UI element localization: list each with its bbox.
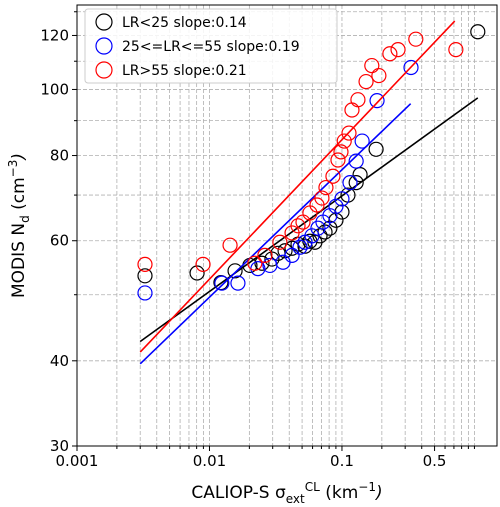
legend-marker — [95, 13, 113, 31]
data-point — [382, 46, 398, 62]
legend-marker — [95, 37, 113, 55]
data-point — [227, 263, 243, 279]
data-point — [368, 141, 384, 157]
legend-label: LR>55 slope:0.21 — [122, 63, 247, 79]
data-point — [314, 190, 330, 206]
data-point — [333, 144, 349, 160]
data-point — [330, 152, 346, 168]
data-point — [195, 256, 211, 272]
data-point — [222, 237, 238, 253]
data-point — [272, 234, 288, 250]
data-point — [350, 92, 366, 108]
x-tick-label: 0.001 — [56, 452, 99, 470]
data-point — [344, 102, 360, 118]
y-axis-label-part: MODIS N — [9, 223, 29, 298]
x-axis-label-part: −1 — [358, 480, 376, 494]
data-point — [247, 255, 263, 271]
legend-label: 25<=LR<=55 slope:0.19 — [122, 39, 300, 55]
data-point — [348, 175, 364, 191]
data-point — [230, 275, 246, 291]
data-point — [264, 251, 280, 267]
data-point — [371, 67, 387, 84]
data-point — [358, 73, 374, 90]
y-axis-label: MODIS Nd (cm−3) — [6, 153, 32, 298]
data-point — [295, 214, 311, 230]
data-point — [342, 175, 358, 191]
data-point — [364, 57, 380, 74]
data-point — [292, 239, 308, 255]
data-point — [325, 168, 341, 184]
fit-line — [139, 20, 456, 353]
data-point — [137, 268, 153, 284]
data-point — [348, 153, 364, 169]
x-axis-label-part: (km — [320, 483, 358, 503]
fit-line — [139, 103, 412, 365]
data-point — [257, 247, 273, 264]
data-point — [341, 125, 357, 141]
legend-box — [84, 8, 338, 84]
y-axis-label-part: d — [18, 215, 32, 223]
data-point — [334, 191, 350, 207]
data-point — [390, 42, 406, 58]
data-point — [334, 204, 350, 220]
x-axis-label-part: ext — [286, 492, 305, 506]
data-point — [448, 42, 464, 58]
x-tick-label: 0.1 — [330, 452, 354, 470]
y-tick-label: 40 — [50, 352, 69, 370]
legend-marker — [95, 61, 113, 79]
y-axis-label-part: ) — [9, 153, 29, 162]
x-axis-label: CALIOP-S σextCL (km−1) — [191, 480, 382, 506]
data-point — [403, 59, 419, 76]
plot-frame — [76, 4, 498, 447]
data-point — [290, 218, 306, 234]
y-axis-label-part: −3 — [6, 160, 20, 178]
data-point — [354, 133, 370, 149]
y-axis-label-part: (cm — [9, 177, 29, 215]
data-point — [189, 265, 205, 281]
data-point — [137, 285, 153, 301]
y-tick-label: 120 — [40, 26, 69, 44]
data-point — [470, 24, 486, 40]
y-tick-label: 60 — [50, 232, 69, 250]
data-point — [304, 228, 320, 244]
data-point — [302, 205, 318, 221]
data-point — [336, 133, 352, 149]
y-tick-label: 30 — [50, 437, 69, 455]
x-axis-label-part: CL — [305, 480, 320, 494]
legend: LR<25 slope:0.14 25<=LR<=55 slope:0.19 LR>… — [84, 8, 338, 84]
legend-label: LR<25 slope:0.14 — [122, 15, 247, 31]
y-tick-label: 100 — [40, 80, 69, 98]
x-axis-label-part: ) — [374, 483, 383, 503]
data-point — [137, 256, 153, 272]
data-point — [318, 179, 334, 196]
data-point — [254, 255, 270, 271]
x-tick-label: 0.01 — [193, 452, 226, 470]
data-point — [284, 247, 300, 264]
data-point — [297, 238, 313, 254]
data-point — [310, 220, 326, 236]
data-point — [214, 275, 230, 291]
y-tick-label: 80 — [50, 147, 69, 165]
data-point — [369, 93, 385, 109]
x-axis-label-part: CALIOP-S σ — [191, 483, 286, 503]
x-tick-label: 0.5 — [423, 452, 447, 470]
data-point — [408, 31, 424, 47]
